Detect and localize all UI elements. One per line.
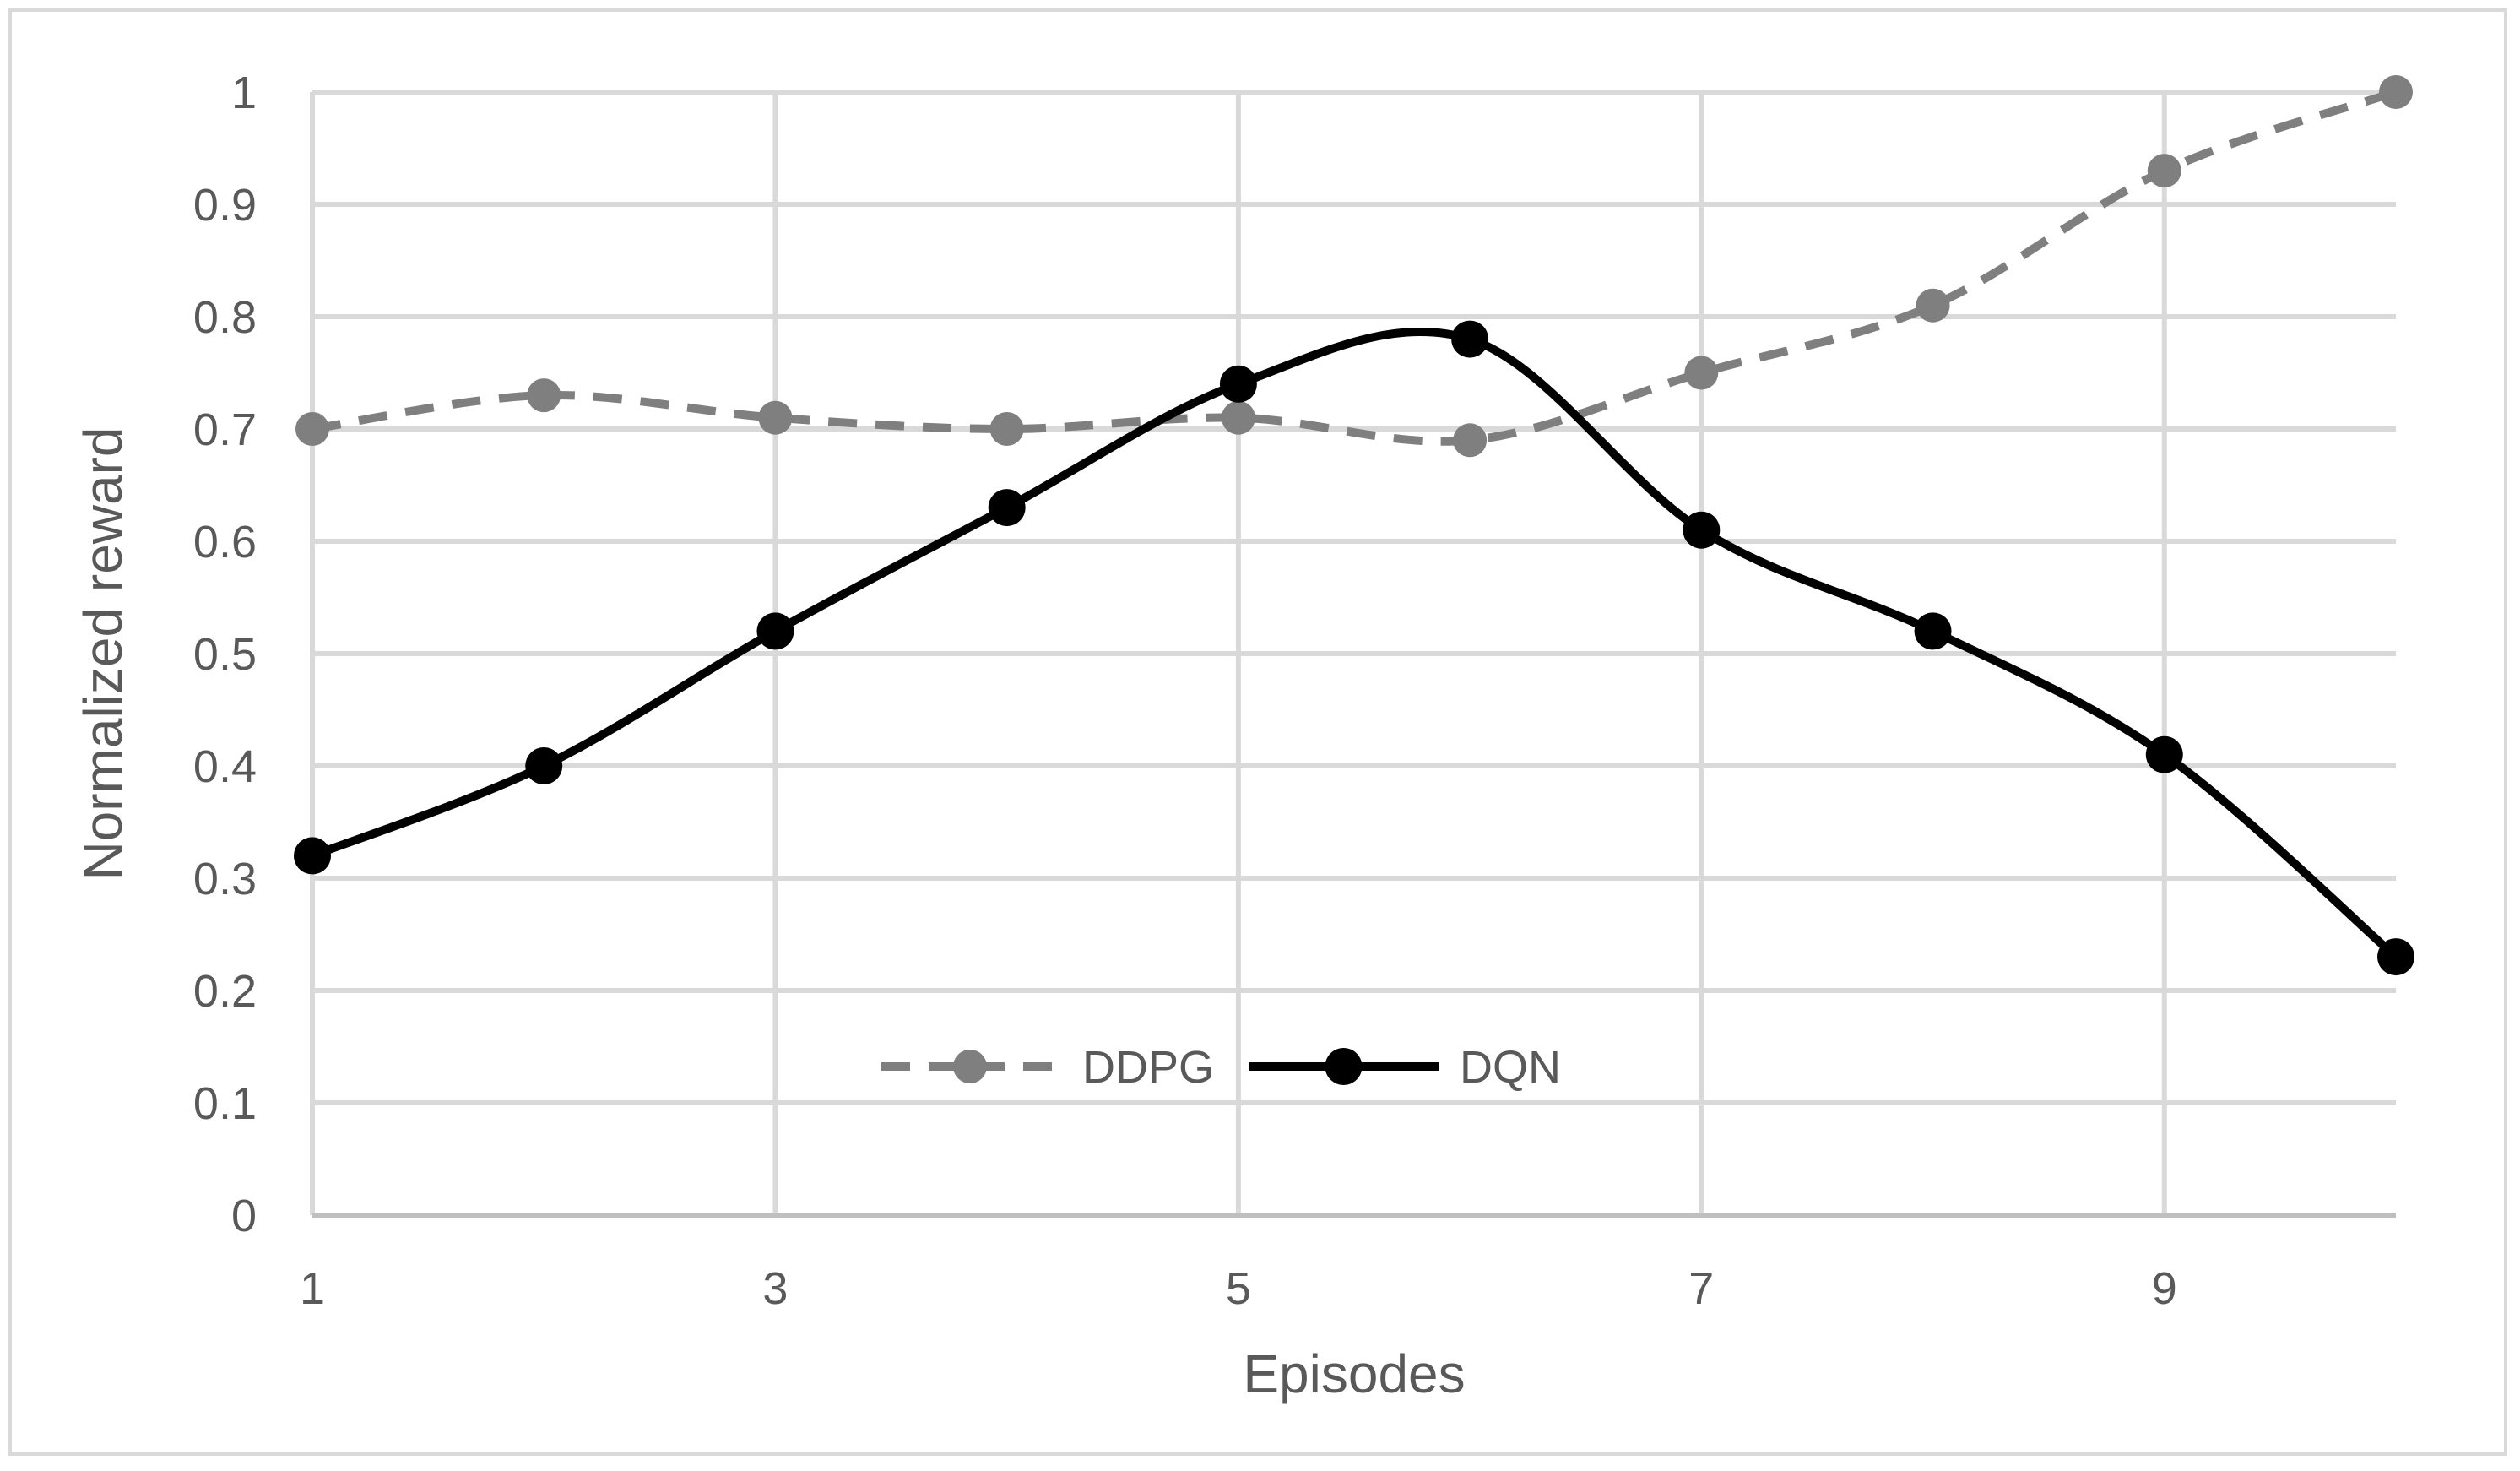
- y-tick-label: 0.1: [193, 1078, 257, 1129]
- data-point: [2147, 154, 2181, 188]
- y-tick-label: 0: [231, 1191, 257, 1241]
- y-tick-label: 0.6: [193, 517, 257, 567]
- series-line-ddpg: [312, 88, 2398, 446]
- legend-swatch-marker: [1325, 1048, 1363, 1085]
- series-lines: [294, 75, 2414, 976]
- x-tick-label: 5: [1226, 1263, 1251, 1314]
- y-axis-title: Normalized reward: [73, 426, 133, 880]
- x-tick-label: 3: [762, 1263, 788, 1314]
- gridlines: [310, 90, 2396, 1218]
- x-tick-label: 1: [300, 1263, 325, 1314]
- y-tick-label: 0.5: [193, 629, 257, 680]
- y-tick-label: 0.3: [193, 854, 257, 904]
- legend-swatch-marker: [953, 1050, 987, 1083]
- y-tick-label: 0.7: [193, 404, 257, 455]
- y-tick-label: 0.4: [193, 741, 257, 792]
- legend-item-ddpg: DDPG: [881, 1042, 1214, 1093]
- data-point: [989, 412, 1024, 446]
- data-point: [527, 378, 561, 413]
- legend-item-dqn: DQN: [1249, 1042, 1561, 1093]
- data-point: [2145, 736, 2183, 773]
- series-dqn: [294, 320, 2414, 976]
- y-axis-ticks: 0 0.1 0.2 0.3 0.4 0.5 0.6 0.7 0.8 0.9 1: [193, 68, 257, 1241]
- x-tick-label: 7: [1688, 1263, 1714, 1314]
- data-point: [1914, 612, 1952, 650]
- line-chart: 0 0.1 0.2 0.3 0.4 0.5 0.6 0.7 0.8 0.9 1 1 3 5 7 9 Epis…: [73, 68, 2414, 1404]
- y-tick-label: 0.2: [193, 966, 257, 1017]
- data-point: [2379, 75, 2413, 109]
- x-tick-label: 9: [2152, 1263, 2177, 1314]
- data-point: [758, 400, 793, 435]
- series-ddpg: [295, 75, 2413, 458]
- data-point: [1219, 365, 1257, 403]
- data-point: [294, 837, 331, 875]
- data-point: [1684, 356, 1719, 390]
- legend-label: DQN: [1460, 1042, 1561, 1093]
- x-axis-ticks: 1 3 5 7 9: [300, 1263, 2177, 1314]
- data-point: [988, 489, 1026, 527]
- x-axis-title: Episodes: [1243, 1343, 1465, 1404]
- y-tick-label: 1: [231, 68, 257, 118]
- y-tick-label: 0.9: [193, 180, 257, 231]
- y-tick-label: 0.8: [193, 292, 257, 343]
- data-point: [756, 612, 794, 650]
- data-point: [295, 412, 329, 446]
- data-point: [2377, 938, 2414, 976]
- chart-frame: 0 0.1 0.2 0.3 0.4 0.5 0.6 0.7 0.8 0.9 1 1 3 5 7 9 Epis…: [8, 8, 2507, 1456]
- legend-label: DDPG: [1082, 1042, 1214, 1093]
- data-point: [1683, 511, 1721, 549]
- data-point: [1916, 288, 1950, 323]
- data-point: [1451, 320, 1489, 358]
- legend: DDPG DQN: [881, 1042, 1561, 1093]
- data-point: [1221, 400, 1255, 435]
- data-point: [525, 747, 563, 784]
- series-line-dqn: [311, 327, 2399, 960]
- data-point: [1453, 423, 1488, 458]
